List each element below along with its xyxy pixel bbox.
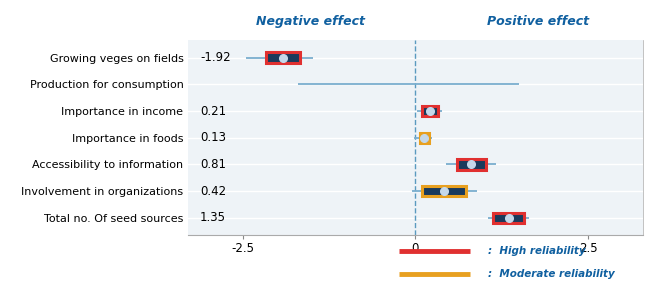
Bar	[422, 186, 466, 196]
Bar	[492, 213, 525, 223]
Text: 0.81: 0.81	[200, 158, 226, 171]
Text: 0.13: 0.13	[200, 131, 226, 144]
Text: :  Moderate reliability: : Moderate reliability	[488, 269, 614, 279]
Text: -1.92: -1.92	[200, 51, 230, 64]
Text: 1.35: 1.35	[200, 212, 226, 224]
Text: :  High reliability: : High reliability	[488, 246, 586, 256]
Text: 0.42: 0.42	[200, 185, 226, 198]
Bar	[457, 159, 486, 170]
Bar	[265, 53, 300, 63]
Text: 0.21: 0.21	[200, 104, 226, 117]
Bar	[419, 133, 429, 143]
Bar	[421, 106, 438, 116]
Text: Positive effect: Positive effect	[487, 15, 590, 28]
Text: Negative effect: Negative effect	[256, 15, 365, 28]
